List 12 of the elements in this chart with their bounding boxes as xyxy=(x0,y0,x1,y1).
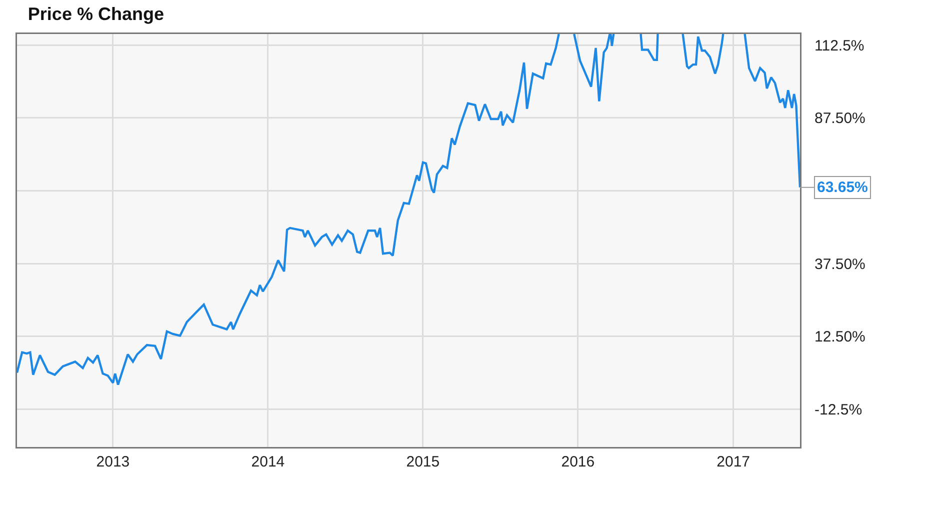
y-tick-label: 112.5% xyxy=(814,37,864,54)
x-tick-label: 2015 xyxy=(406,454,440,470)
y-tick-label: 37.50% xyxy=(814,256,866,273)
x-tick-label: 2013 xyxy=(96,454,130,470)
x-tick-label: 2017 xyxy=(716,454,750,470)
chart-title: Price % Change xyxy=(28,4,164,24)
y-tick-label: 12.50% xyxy=(814,328,866,346)
x-tick-label: 2016 xyxy=(561,454,595,470)
annotation: 63.65% xyxy=(817,179,868,196)
y-tick-label: -12.5% xyxy=(814,401,862,418)
x-tick-label: 2014 xyxy=(251,454,285,470)
y-tick-label: 87.50% xyxy=(814,110,866,128)
